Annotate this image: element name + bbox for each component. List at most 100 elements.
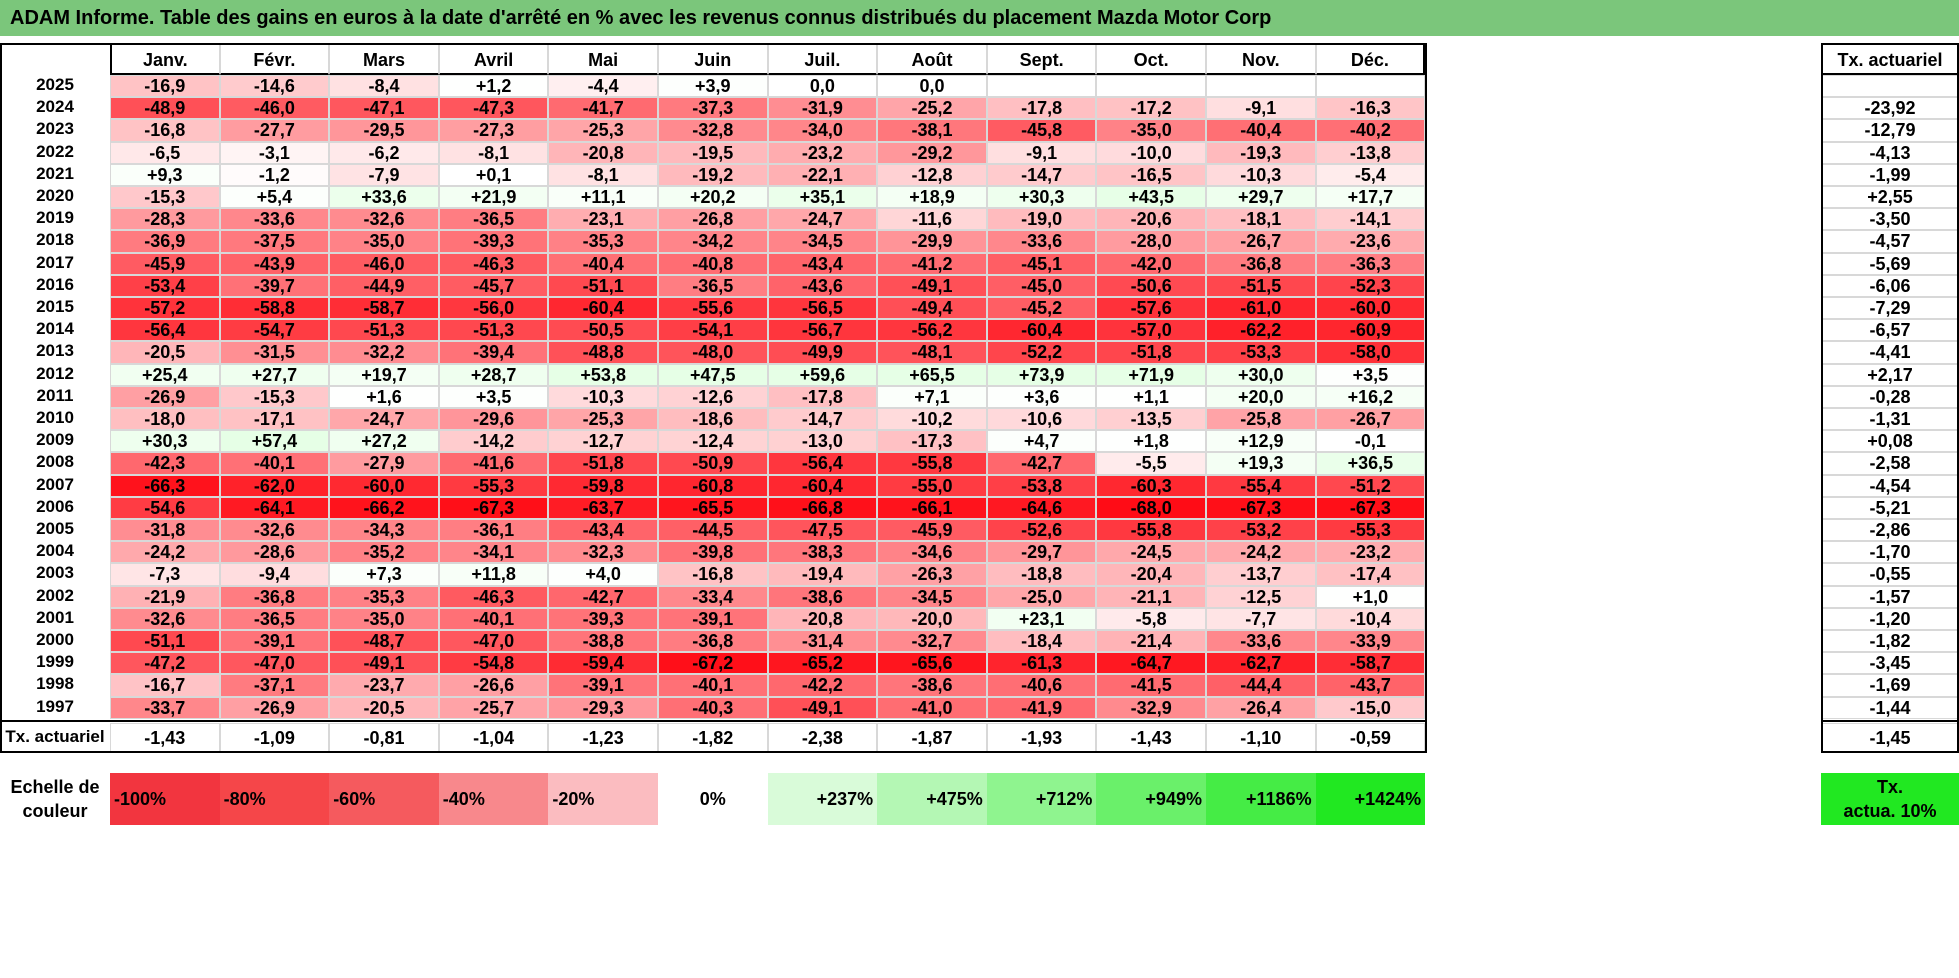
rate-cell: -12,79 [1821,119,1959,142]
table-cell: -57,6 [1096,297,1206,320]
table-cell: +59,6 [767,363,878,386]
footer-cell: -1,87 [877,722,987,753]
table-cell: -29,2 [877,141,987,164]
table-cell: -45,1 [986,252,1097,275]
table-cell: -34,1 [438,541,549,564]
table-cell: -26,7 [1315,408,1426,431]
table-cell: -48,0 [658,341,768,364]
table-cell: -55,0 [877,474,987,497]
table-cell: +17,7 [1315,186,1426,209]
year-label: 2013 [36,341,74,361]
rate-cell: -1,99 [1821,163,1959,186]
table-cell: -48,7 [329,630,439,653]
table-cell: -36,9 [110,230,220,253]
year-label: 2010 [36,408,74,427]
table-cell: -39,4 [438,341,549,364]
year-label: 1997 [36,696,74,716]
table-cell: -41,6 [438,452,549,475]
table-cell: -60,0 [329,474,439,497]
table-cell: -46,3 [438,252,549,275]
table-cell: -43,4 [767,252,878,275]
table-cell: -14,2 [438,430,549,453]
table-cell: -5,5 [1096,452,1206,475]
table-cell: +57,4 [219,430,330,453]
table-cell: -56,0 [438,297,549,320]
scale-swatch: -100% [110,772,220,825]
table-cell: -10,4 [1315,607,1426,630]
table-cell: -21,9 [110,585,220,608]
table-cell: -40,1 [658,674,768,697]
report-title: ADAM Informe. Table des gains en euros à… [0,0,1959,36]
table-cell: +12,9 [1206,430,1316,453]
table-cell: -29,7 [986,541,1097,564]
year-label: 2004 [36,541,74,561]
table-cell: -32,3 [548,541,658,564]
table-cell: -34,6 [877,541,987,564]
year-label: 2021 [36,163,74,183]
table-cell: -16,7 [110,674,220,697]
rate-cell: -1,82 [1821,630,1959,653]
table-cell: -17,8 [767,385,878,408]
footer-cell: -1,43 [110,722,220,753]
table-cell: -16,8 [110,119,220,142]
table-cell: -37,3 [658,97,768,120]
table-cell: -51,3 [329,319,439,342]
table-cell: -35,3 [548,230,658,253]
table-cell: -28,6 [219,541,330,564]
table-cell: -50,5 [548,319,658,342]
table-cell: +23,1 [986,607,1097,630]
table-cell: -51,3 [438,319,549,342]
table-cell: -40,4 [548,252,658,275]
table-cell: -17,2 [1096,97,1206,120]
table-cell: -21,1 [1096,585,1206,608]
table-cell: -43,7 [1315,674,1426,697]
table-cell: +53,8 [548,363,658,386]
table-cell: +33,6 [329,186,439,209]
table-cell: -10,6 [986,408,1097,431]
table-cell: -24,2 [1206,541,1316,564]
table-cell: -11,6 [877,208,987,231]
table-cell: -25,7 [438,696,549,719]
rate-cell: -5,69 [1821,252,1959,275]
table-cell: -16,9 [110,75,220,98]
table-cell: -62,0 [219,474,330,497]
table-cell: -36,3 [1315,252,1426,275]
table-cell: +21,9 [438,186,549,209]
table-cell: -36,5 [438,208,549,231]
table-cell: -26,3 [877,563,987,586]
table-cell: -13,8 [1315,141,1426,164]
table-cell: -51,5 [1206,274,1316,297]
footer-cell: -1,93 [986,722,1097,753]
table-cell: -47,5 [767,519,878,542]
table-cell: -14,6 [219,75,330,98]
month-header: Janv. [110,43,220,75]
table-cell: -31,4 [767,630,878,653]
table-cell: -40,6 [986,674,1097,697]
table-cell: -60,9 [1315,319,1426,342]
table-cell: -42,3 [110,452,220,475]
table-cell: -25,2 [877,97,987,120]
table-cell: -23,2 [1315,541,1426,564]
table-cell: -39,1 [219,630,330,653]
table-cell: -68,0 [1096,496,1206,519]
table-cell: -60,0 [1315,297,1426,320]
rate-cell: -1,31 [1821,408,1959,431]
table-cell: -7,3 [110,563,220,586]
rate-cell: -3,45 [1821,652,1959,675]
month-header: Mars [329,43,439,75]
table-cell: -42,7 [548,585,658,608]
table-cell: -66,2 [329,496,439,519]
year-label: 2015 [36,297,74,316]
table-cell: -51,8 [1096,341,1206,364]
table-cell: -12,5 [1206,585,1316,608]
table-cell: -51,1 [548,274,658,297]
table-cell: -41,0 [877,696,987,719]
year-label: 2017 [36,252,74,272]
table-cell: +5,4 [219,186,330,209]
table-cell: -56,4 [110,319,220,342]
month-header: Août [877,43,987,75]
table-cell: -52,6 [986,519,1097,542]
table-cell: -18,0 [110,408,220,431]
year-label: 1998 [36,674,74,694]
table-cell: -12,4 [658,430,768,453]
